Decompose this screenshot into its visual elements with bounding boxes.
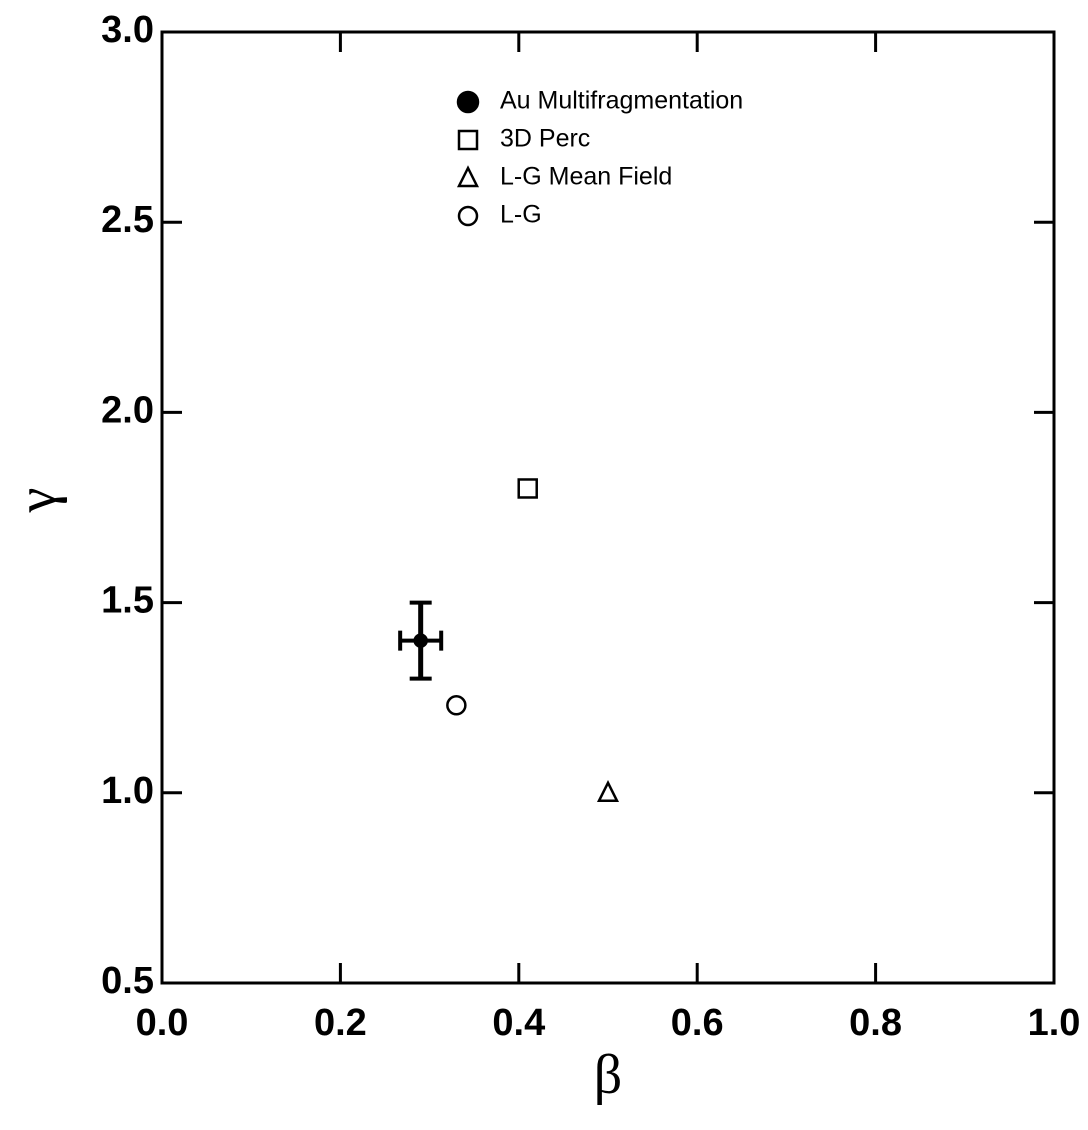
legend-text: 3D Perc — [500, 125, 590, 153]
x-tick-label: 0.8 — [849, 1002, 902, 1044]
legend-marker — [456, 90, 480, 114]
legend-text: L-G — [500, 201, 542, 229]
x-tick-label: 0.0 — [136, 1002, 189, 1044]
x-tick-label: 1.0 — [1028, 1002, 1081, 1044]
data-point — [413, 633, 428, 648]
legend-marker — [456, 165, 480, 188]
y-tick-label: 1.0 — [101, 770, 154, 812]
data-point — [446, 695, 467, 716]
y-tick-label: 2.5 — [101, 199, 154, 241]
legend-marker — [457, 129, 479, 151]
data-point — [596, 780, 620, 803]
legend-text: Au Multifragmentation — [500, 87, 743, 115]
legend-text: L-G Mean Field — [500, 163, 672, 191]
data-point — [517, 478, 538, 499]
x-tick-label: 0.2 — [314, 1002, 367, 1044]
x-axis-label: β — [594, 1044, 623, 1106]
y-tick-label: 1.5 — [101, 580, 154, 622]
legend-marker — [457, 205, 479, 227]
x-tick-label: 0.4 — [492, 1002, 545, 1044]
x-tick-label: 0.6 — [671, 1002, 724, 1044]
y-tick-label: 0.5 — [101, 960, 154, 1002]
y-tick-label: 3.0 — [101, 9, 154, 51]
y-axis-label: γ — [6, 488, 68, 514]
plot-frame — [160, 30, 1056, 985]
y-tick-label: 2.0 — [101, 389, 154, 431]
